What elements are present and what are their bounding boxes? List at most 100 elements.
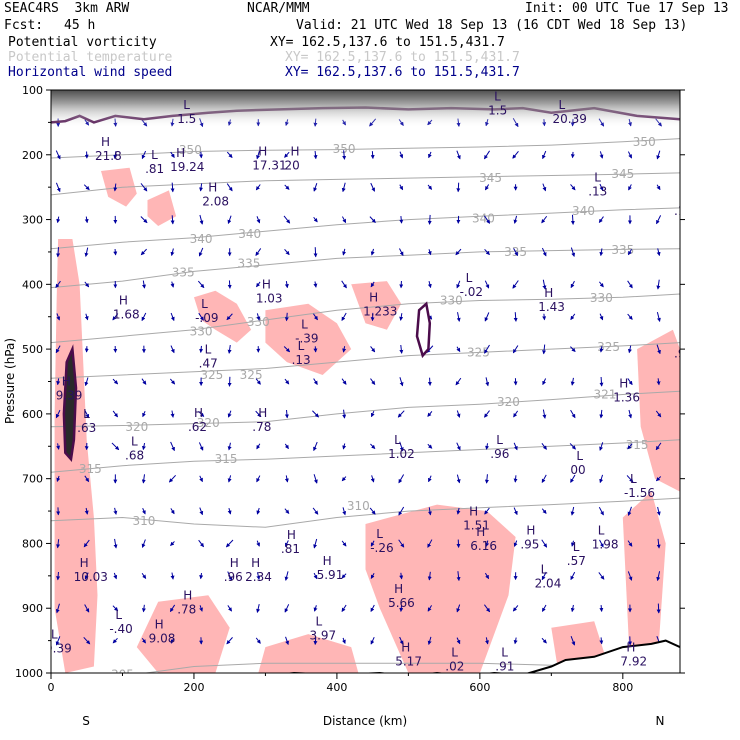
pv-extremum-value: 21.8 [95,149,122,163]
theta-label: 325 [467,345,490,359]
wind-arrow [570,604,575,613]
wind-arrow [484,474,489,484]
wind-arrow [570,540,575,547]
theta-label: 310 [132,514,155,528]
legend-theta-label: Potential temperature [8,50,173,65]
pv-extremum-value: -.26 [370,541,393,555]
pv-extremum-type: L [376,527,383,541]
wind-arrow [313,150,318,160]
wind-arrow [84,475,90,483]
wind-arrow [199,475,203,483]
wind-arrow [313,281,318,288]
wind-arrow [627,540,633,547]
wind-arrow [342,443,347,450]
pv-extremum-type: L [598,524,605,538]
wind-arrow [599,313,604,321]
wind-arrow [656,538,661,549]
wind-arrow [398,474,405,484]
wind-arrow [656,184,661,191]
wind-arrow [427,507,432,516]
wind-arrow [141,378,147,385]
pv-extremum-value: 2.08 [202,194,229,208]
wind-arrow [313,183,318,192]
wind-arrow [599,605,604,613]
wind-arrow [313,247,318,258]
pv-extremum-value: 2.34 [245,570,272,584]
wind-arrow [370,604,375,613]
legend-wind-label: Horizontal wind speed [8,65,173,80]
wind-arrow [56,475,61,482]
theta-label: 310 [347,499,370,513]
wind-arrow [140,248,147,256]
wind-arrow [656,215,662,225]
theta-label: 350 [633,135,656,149]
wind-arrow [542,183,547,192]
wind-arrow [570,571,576,581]
pv-extremum-type: H [62,375,71,389]
wind-arrow [399,344,404,354]
wind-arrow [255,248,262,256]
pv-extremum-value: -.09 [195,311,218,325]
wind-arrow [141,442,146,451]
wind-arrow [84,507,89,515]
theta-label: 330 [247,315,270,329]
wind-arrow [370,410,375,418]
wind-arrow [342,248,347,256]
wind-arrow [113,151,118,159]
wind-arrow [170,182,175,193]
pv-shading-mid-blob-3 [351,281,402,330]
pv-extremum-type: H [469,504,478,518]
wind-arrow [55,603,60,614]
pv-extremum-value: -1.56 [624,486,655,500]
x-tick-label: 800 [612,681,633,694]
pv-extremum-type: H [119,294,128,308]
wind-arrow [541,604,547,612]
theta-line-315 [51,439,680,473]
wind-arrow [485,637,489,645]
wind-arrow [140,216,148,224]
pv-extremum-type: H [476,525,485,539]
wind-arrow [484,248,490,256]
theta-label: 325 [597,340,620,354]
theta-line-335 [51,248,680,289]
wind-arrow [312,410,319,418]
wind-arrow [199,183,204,192]
pv-extremum-value: 3.97 [309,628,336,642]
wind-arrow [283,215,291,224]
pv-extremum-type: H [230,556,239,570]
pv-extremum-type: H [208,180,217,194]
wind-arrow [513,410,519,418]
wind-arrow [170,345,175,354]
pv-extremum-value: .9 [674,347,685,361]
theta-label: 330 [440,294,463,308]
pv-extremum-value: 20.39 [552,112,586,126]
wind-arrow [141,312,147,322]
wind-arrow [313,605,318,612]
theta-label: 345 [479,171,502,185]
wind-arrow [570,280,575,289]
wind-arrow [627,571,633,581]
pv-extremum-value: .10 [674,204,693,218]
y-tick-label: 500 [22,343,43,356]
wind-arrow [170,281,175,288]
wind-arrow [284,312,289,322]
wind-arrow [513,312,518,322]
theta-label: 301 [54,674,77,688]
wind-arrow [599,281,604,288]
wind-arrow [455,377,462,386]
wind-arrow [541,474,547,484]
pv-extremum-type: H [183,588,192,602]
wind-arrow [112,605,119,612]
model-name: SEAC4RS 3km ARW [4,1,130,16]
wind-arrow [427,539,433,548]
wind-arrow [513,442,518,451]
wind-arrow [513,215,518,224]
wind-arrow [370,573,375,579]
wind-arrow [256,572,261,580]
wind-arrow [84,216,89,224]
wind-arrow [428,475,432,483]
pv-extremum-value: .57 [567,554,586,568]
wind-arrow [84,313,89,321]
init-time: Init: 00 UTC Tue 17 Sep 13 [525,1,729,16]
